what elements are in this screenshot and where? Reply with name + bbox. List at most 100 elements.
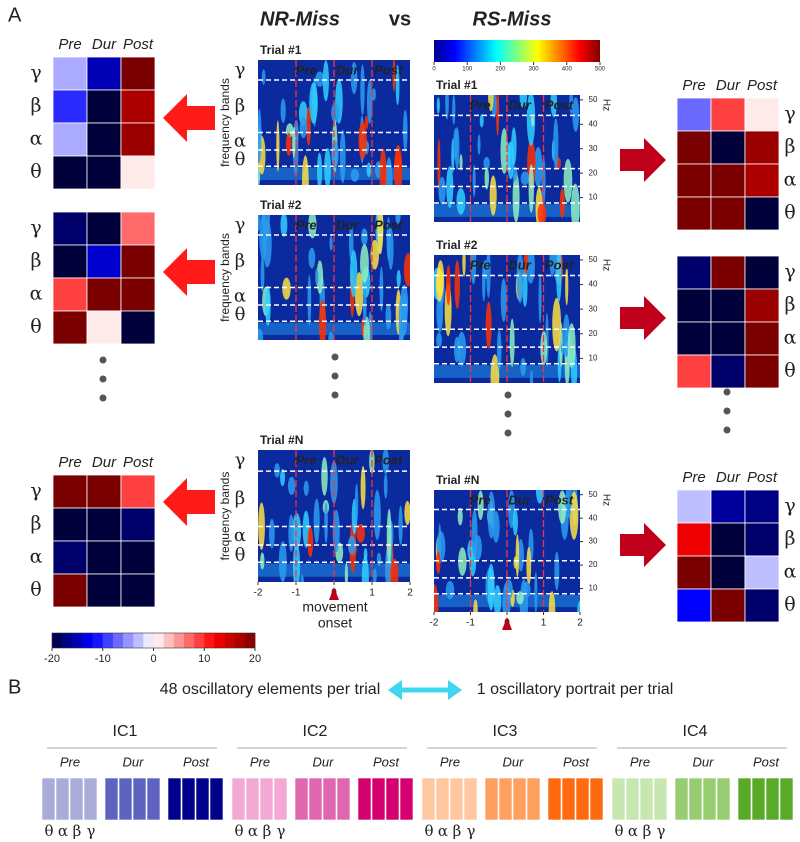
element-bar	[104, 777, 119, 821]
spectrogram-texture	[483, 156, 490, 170]
element-bar	[561, 777, 576, 821]
spectrogram-texture	[489, 175, 497, 216]
phase-label: Post	[374, 217, 403, 232]
element-bar	[653, 777, 668, 821]
band-label: β	[263, 822, 272, 840]
onset-label: onset	[318, 615, 352, 631]
spectrogram-texture	[445, 580, 455, 600]
spectrogram-texture	[316, 260, 324, 295]
band-label: β	[785, 136, 796, 158]
heatmap-cell	[86, 56, 122, 91]
spectrogram-texture	[280, 215, 288, 237]
heatmap-cell	[86, 244, 122, 279]
x-tick-label: 2	[407, 588, 413, 599]
phase-label: Dur	[336, 62, 359, 77]
spectrogram-texture	[453, 128, 458, 160]
spectrogram-texture	[438, 523, 442, 562]
spectrogram-texture	[276, 120, 280, 172]
element-bar	[575, 777, 590, 821]
phase-label: Post	[374, 62, 403, 77]
phase-header: Dur	[92, 36, 117, 53]
colorbar-segment	[244, 633, 256, 648]
colorbar-tick-label: -10	[95, 653, 111, 665]
heatmap-cell	[710, 489, 746, 524]
phase-header: Post	[753, 754, 780, 769]
heatmap-cell	[120, 277, 156, 312]
spectrogram-texture	[350, 168, 360, 182]
band-label: γ	[30, 62, 41, 84]
x-tick-label: 2	[577, 618, 583, 629]
phase-label: Pre	[296, 62, 317, 77]
phase-header: Dur	[716, 77, 741, 94]
heatmap-cell	[710, 555, 746, 590]
band-label: θ	[784, 594, 795, 616]
element-bar	[146, 777, 161, 821]
spectrogram-texture	[484, 166, 489, 190]
y-tick-label: 20	[589, 560, 598, 569]
spectrogram-texture	[404, 500, 410, 525]
spectrogram-texture	[362, 287, 367, 326]
trial-label: Trial #2	[260, 198, 302, 212]
y-tick-label: 30	[589, 304, 598, 313]
element-bar	[209, 777, 224, 821]
spectrogram-texture	[379, 148, 387, 185]
heatmap-cell	[676, 97, 712, 132]
heatmap-cell	[86, 474, 122, 509]
spectrogram-texture	[473, 599, 478, 612]
element-bar	[245, 777, 260, 821]
heatmap-cell	[52, 56, 88, 91]
arrow	[620, 138, 666, 182]
phase-header: Post	[183, 754, 210, 769]
spectrogram-image	[258, 215, 410, 340]
spectrogram-texture	[523, 255, 529, 275]
spectrogram-texture	[386, 508, 392, 564]
element-bar	[308, 777, 323, 821]
element-bar	[449, 777, 464, 821]
spectrogram-texture	[528, 164, 534, 213]
phase-header: Post	[123, 36, 154, 53]
element-bar	[463, 777, 478, 821]
spectrogram-texture	[400, 284, 409, 324]
heatmap-cell	[744, 489, 780, 524]
band-label: α	[58, 822, 68, 840]
y-tick-label: 40	[589, 513, 598, 522]
spectrogram-texture	[496, 329, 502, 371]
heatmap-cell	[52, 122, 88, 157]
spectrogram-texture	[313, 498, 320, 544]
element-bar	[779, 777, 794, 821]
spectrogram-texture	[386, 216, 391, 261]
y-tick-label: 20	[589, 329, 598, 338]
band-label: θ	[234, 822, 243, 840]
colorbar-segment	[123, 633, 134, 648]
spectrogram-texture	[530, 370, 534, 383]
phase-header: Post	[373, 754, 400, 769]
ellipsis-dot	[723, 388, 731, 396]
spectrogram-texture	[315, 268, 319, 286]
band-label: θ	[235, 304, 246, 325]
element-bar	[83, 777, 98, 821]
spectrogram-texture	[507, 141, 515, 180]
band-label: α	[30, 546, 43, 568]
spectrogram-texture	[537, 202, 547, 222]
spectrogram-texture	[565, 493, 569, 520]
spectrogram-texture	[487, 563, 495, 611]
heatmap-cell	[120, 310, 156, 345]
panel-label: B	[8, 676, 21, 698]
spectrogram-texture	[515, 534, 520, 578]
heatmap-cell	[710, 354, 746, 389]
element-bar	[716, 777, 731, 821]
element-bar	[547, 777, 562, 821]
spectrogram-texture	[260, 255, 265, 293]
colorbar-tick-label: 0	[432, 67, 436, 73]
spectrogram-texture	[522, 581, 531, 599]
spectrogram-texture	[344, 562, 348, 582]
spectrogram-texture	[531, 114, 535, 127]
left-text: 48 oscillatory elements per trial	[160, 681, 381, 698]
spectrogram-texture	[502, 582, 511, 612]
spectrogram-texture	[292, 512, 302, 550]
spectrogram-texture	[520, 171, 530, 185]
heatmap-cell	[676, 130, 712, 165]
colorbar-segment	[163, 633, 175, 648]
heatmap-cell	[744, 130, 780, 165]
ellipsis-dot	[99, 375, 107, 383]
